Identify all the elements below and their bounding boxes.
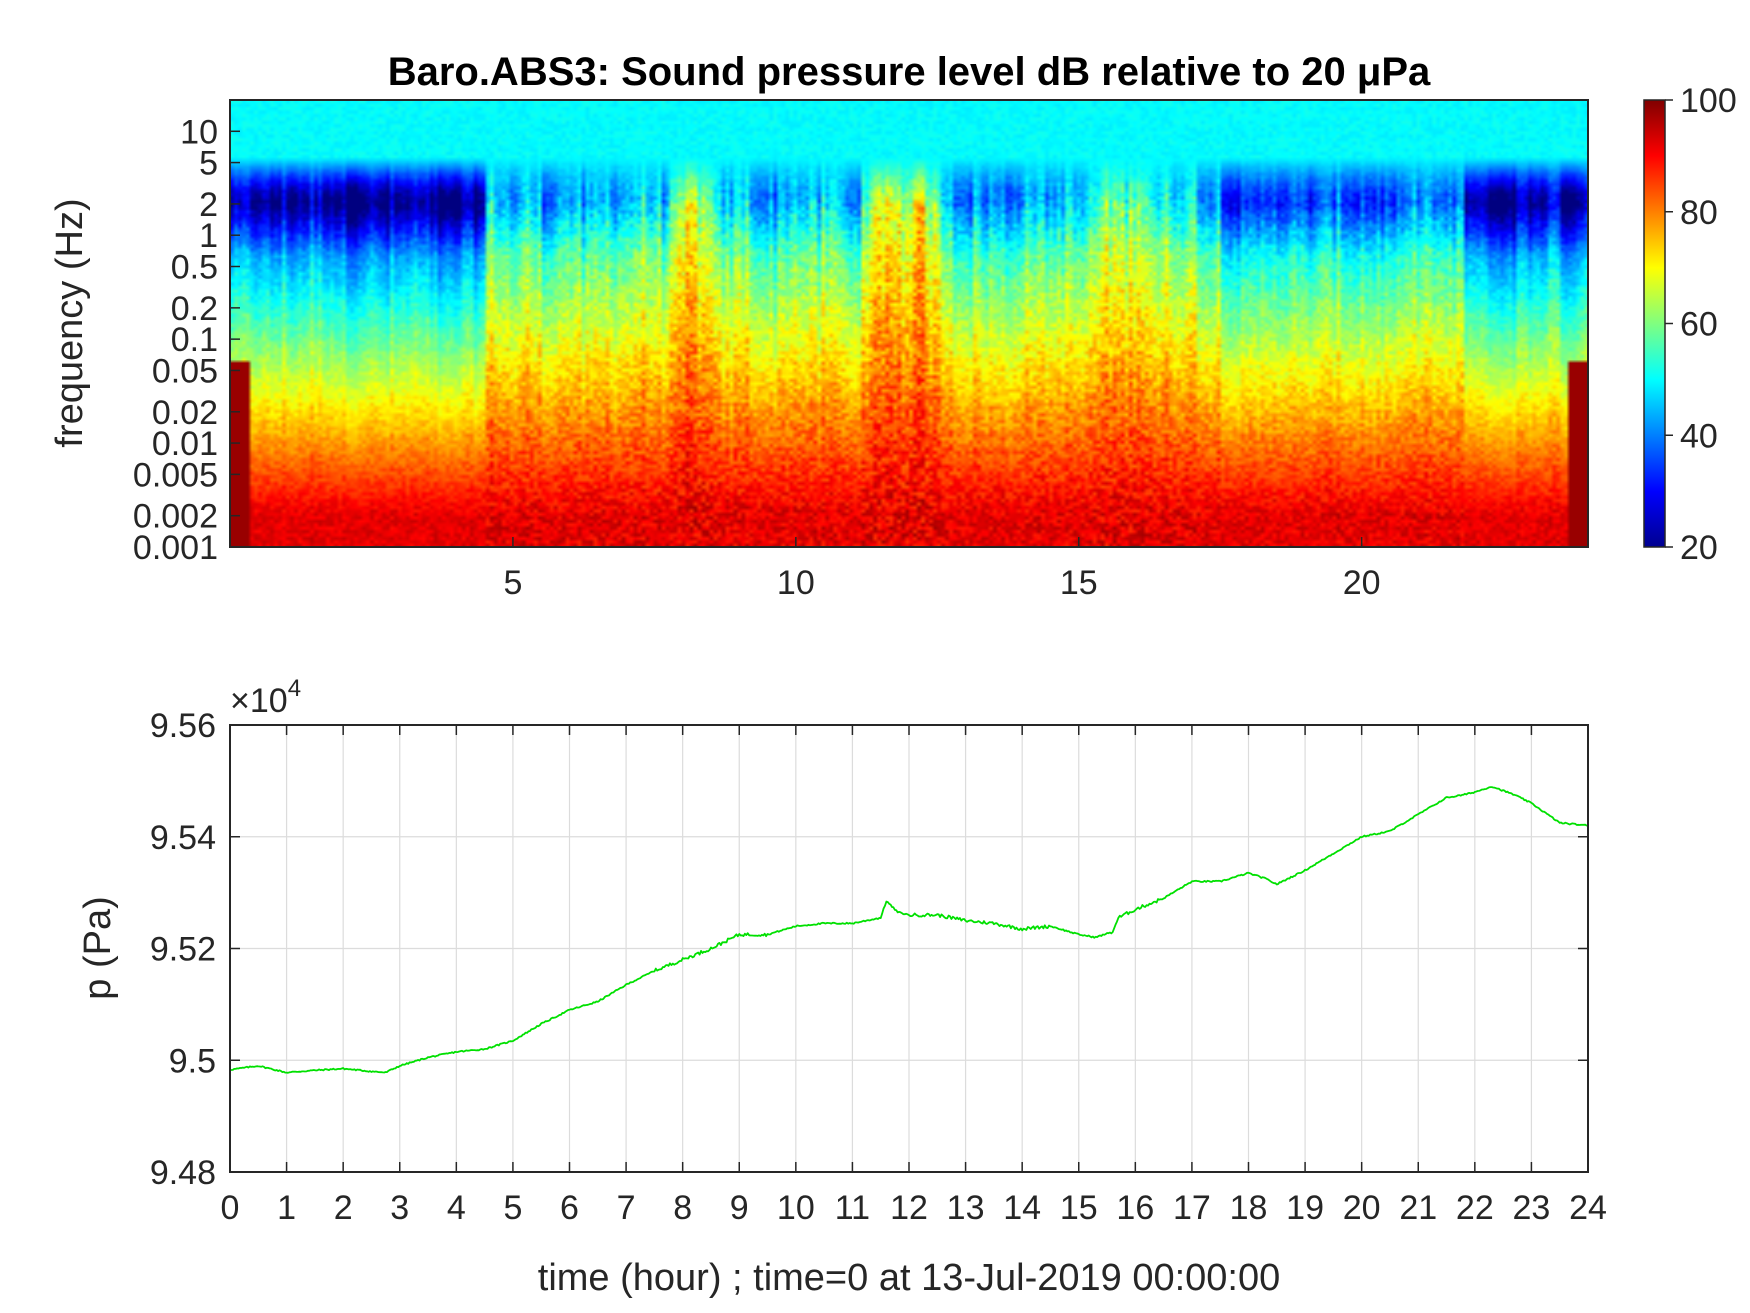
colorbar-tick-label: 20 bbox=[1680, 529, 1718, 567]
line-x-tick-label: 3 bbox=[390, 1189, 409, 1227]
line-x-tick-label: 12 bbox=[890, 1189, 928, 1227]
spectrogram-y-tick-label: 0.01 bbox=[152, 425, 218, 463]
colorbar bbox=[1643, 99, 1666, 548]
line-x-tick-label: 1 bbox=[277, 1189, 296, 1227]
colorbar-tick-label: 40 bbox=[1680, 417, 1718, 455]
spectrogram-x-ticks: 5 10 15 20 bbox=[503, 537, 1381, 602]
y-exponent-label: ×104 bbox=[230, 675, 301, 720]
line-x-tick-label: 20 bbox=[1343, 1189, 1381, 1227]
spectrogram-y-tick-label: 0.1 bbox=[171, 321, 218, 359]
line-y-tick-label: 9.5 bbox=[169, 1042, 216, 1080]
spectrogram-y-tick-label: 0.2 bbox=[171, 290, 218, 328]
spectrogram-y-tick-label: 1 bbox=[199, 217, 218, 255]
colorbar-tick-label: 100 bbox=[1680, 82, 1737, 120]
line-x-tick-label: 4 bbox=[447, 1189, 466, 1227]
line-x-tick-label: 18 bbox=[1230, 1189, 1268, 1227]
line-x-tick-label: 10 bbox=[777, 1189, 815, 1227]
line-x-tick-label: 21 bbox=[1399, 1189, 1437, 1227]
line-x-tick-label: 7 bbox=[617, 1189, 636, 1227]
colorbar-tick-label: 60 bbox=[1680, 306, 1718, 344]
line-x-tick-label: 19 bbox=[1286, 1189, 1324, 1227]
spectrogram-y-tick-label: 10 bbox=[180, 113, 218, 151]
line-y-tick-label: 9.48 bbox=[150, 1154, 216, 1192]
line-y-tick-label: 9.52 bbox=[150, 931, 216, 969]
line-x-tick-label: 17 bbox=[1173, 1189, 1211, 1227]
spectrogram-x-tick-label: 5 bbox=[503, 564, 522, 602]
spectrogram-x-tick-label: 15 bbox=[1060, 564, 1098, 602]
line-x-tick-label: 14 bbox=[1003, 1189, 1041, 1227]
line-y-tick-label: 9.54 bbox=[150, 819, 216, 857]
spectrogram-y-tick-label: 0.002 bbox=[133, 498, 218, 536]
line-x-tick-label: 2 bbox=[334, 1189, 353, 1227]
line-y-label: p (Pa) bbox=[77, 896, 119, 999]
line-x-tick-label: 23 bbox=[1513, 1189, 1551, 1227]
spectrogram-y-tick-label: 0.05 bbox=[152, 352, 218, 390]
spectrogram-plot bbox=[230, 100, 1588, 547]
line-x-ticks: 0 1 2 3 4 5 6 7 8 9 10 11 12 13 14 15 16 17 18 19 20 21 22 23 24 bbox=[221, 725, 1607, 1227]
line-x-tick-label: 5 bbox=[503, 1189, 522, 1227]
spectrogram-y-tick-label: 2 bbox=[199, 186, 218, 224]
line-x-tick-label: 11 bbox=[835, 1189, 870, 1227]
spectrogram-x-tick-label: 10 bbox=[777, 564, 815, 602]
line-x-tick-label: 13 bbox=[947, 1189, 985, 1227]
line-x-label: time (hour) ; time=0 at 13-Jul-2019 00:0… bbox=[538, 1257, 1280, 1299]
line-x-tick-label: 6 bbox=[560, 1189, 579, 1227]
line-grid bbox=[229, 724, 1589, 1173]
spectrogram-y-label: frequency (Hz) bbox=[49, 198, 91, 447]
line-x-tick-label: 15 bbox=[1060, 1189, 1098, 1227]
line-y-ticks: 9.48 9.5 9.52 9.54 9.56 bbox=[150, 707, 1588, 1192]
colorbar-tick-label: 80 bbox=[1680, 194, 1718, 232]
spectrogram-y-tick-label: 0.02 bbox=[152, 394, 218, 432]
line-x-tick-label: 8 bbox=[673, 1189, 692, 1227]
line-x-tick-label: 22 bbox=[1456, 1189, 1494, 1227]
spectrogram-title: Baro.ABS3: Sound pressure level dB relat… bbox=[388, 50, 1431, 94]
colorbar-ticks: 20 40 60 80 100 bbox=[1665, 82, 1737, 567]
spectrogram-image bbox=[230, 100, 1588, 547]
line-x-tick-label: 24 bbox=[1569, 1189, 1607, 1227]
line-x-tick-label: 9 bbox=[730, 1189, 749, 1227]
spectrogram-frame bbox=[229, 99, 1589, 548]
line-x-tick-label: 16 bbox=[1116, 1189, 1154, 1227]
spectrogram-y-tick-label: 0.5 bbox=[171, 248, 218, 286]
spectrogram-x-tick-label: 20 bbox=[1343, 564, 1381, 602]
line-x-tick-label: 0 bbox=[221, 1189, 240, 1227]
spectrogram-y-tick-label: 0.005 bbox=[133, 456, 218, 494]
spectrogram-y-tick-label: 0.001 bbox=[133, 529, 218, 567]
spectrogram-y-tick-label: 5 bbox=[199, 145, 218, 183]
line-y-tick-label: 9.56 bbox=[150, 707, 216, 745]
pressure-series-line bbox=[229, 786, 1589, 1074]
